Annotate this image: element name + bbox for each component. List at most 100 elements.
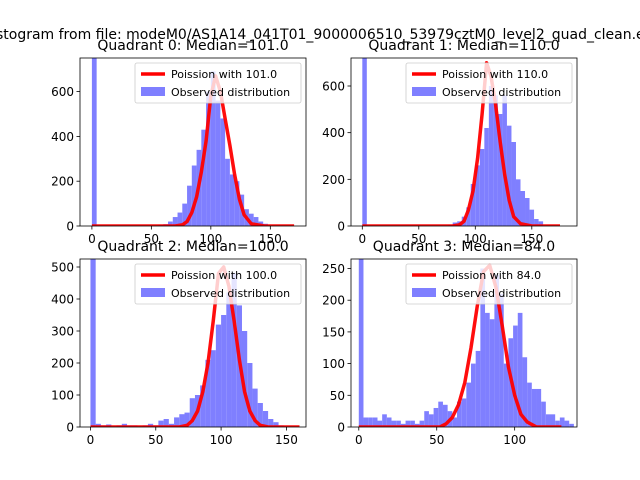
hist-bar [241,331,248,427]
y-tick-label: 400 [51,130,74,144]
hist-bar [466,382,472,427]
hist-bar [187,185,192,226]
y-tick-label: 400 [51,293,74,307]
axes-frame [79,57,307,227]
y-tick-label: 100 [51,389,74,403]
y-tick-label: 0 [337,220,345,234]
x-tick-label: 50 [144,232,159,246]
hist-bar [172,217,178,226]
hist-bar [424,411,429,427]
x-tick-label: 50 [429,433,444,447]
legend-hist-label: Observed distribution [442,287,561,300]
hist-bar [489,319,495,427]
plot-area [362,58,560,226]
hist-bar [545,414,551,427]
hist-bar [226,292,232,427]
hist-bar [466,207,471,226]
hist-bar [200,385,206,427]
y-tick-label: 600 [322,80,345,94]
hist-bar [438,401,443,427]
hist-bar [555,420,560,427]
hist-bar [377,420,383,427]
x-tick-label: 0 [88,232,96,246]
y-tick-label: 200 [51,357,74,371]
hist-bar [210,71,216,226]
hist-bar [225,158,230,226]
legend-box [405,263,573,305]
hist-bar [358,259,364,427]
hist-bar [534,219,539,226]
legend: Poission with 100.0 Observed distribution [134,263,302,305]
y-tick-label: 0 [66,220,74,234]
panel-title: Quadrant 3: Median=84.0 [373,239,555,255]
hist-bar [536,388,542,427]
legend-fit-label: Poission with 84.0 [442,269,541,282]
panels: 0 50 100 150 0 200 400 600 Quadrant 0: Median=10… [51,38,578,447]
hist-bar [564,420,570,427]
hist-bar [569,423,574,427]
legend-hist-swatch [412,288,436,297]
hist-bar [189,398,195,427]
hist-bar [90,259,96,427]
legend: Poission with 110.0 Observed distribution [405,62,573,104]
legend-hist-swatch [412,87,436,96]
hist-bar [158,420,164,427]
hist-bar [253,217,259,226]
hist-bar [480,268,486,427]
hist-bar [452,417,457,427]
y-tick-label: 200 [51,175,74,189]
hist-bar [471,363,476,427]
hist-bar [517,312,523,427]
hist-bar [484,128,489,226]
hist-bar [252,388,258,427]
plot-area [358,259,574,427]
hist-bar [405,420,411,427]
legend-fit-label: Poission with 100.0 [171,269,277,282]
hist-bar [368,417,373,427]
y-tick-label: 500 [51,261,74,275]
hist-bar [206,91,211,226]
legend-hist-label: Observed distribution [171,86,290,99]
hist-bar [391,420,397,427]
hist-bar [515,179,521,226]
hist-bar [461,398,467,427]
hist-bar [550,414,556,427]
hist-bar [493,95,498,226]
plot-area [90,259,300,427]
hist-bar [91,58,97,226]
y-tick-label: 150 [322,325,345,339]
hist-bar [410,420,415,427]
hist-bar [511,142,516,226]
hist-bar [215,324,222,427]
hist-bar [419,420,425,427]
hist-bar [559,417,565,427]
y-tick-label: 600 [51,85,74,99]
hist-bar [485,312,490,427]
hist-bar [210,350,216,427]
y-tick-label: 0 [66,421,74,435]
x-tick-label: 150 [520,232,543,246]
hist-bar [382,414,387,427]
legend-box [134,62,302,104]
hist-bar [488,86,494,226]
panel-title: Quadrant 2: Median=100.0 [97,239,288,255]
hist-bar [191,165,197,226]
hist-bar [184,412,190,427]
hist-bar [506,125,512,226]
hist-bar [456,401,462,427]
y-tick-label: 400 [322,126,345,140]
y-tick-label: 0 [337,421,345,435]
hist-bar [201,129,207,226]
y-tick-label: 200 [322,294,345,308]
hist-bar [499,293,504,427]
legend: Poission with 84.0 Observed distribution [405,263,573,305]
x-tick-label: 100 [210,433,233,447]
legend: Poission with 101.0 Observed distribution [134,62,302,104]
hist-bar [268,419,274,427]
hist-bar [479,149,485,226]
hist-bar [363,417,369,427]
legend-hist-swatch [141,87,165,96]
x-tick-label: 0 [87,433,95,447]
hist-bar [247,363,253,427]
